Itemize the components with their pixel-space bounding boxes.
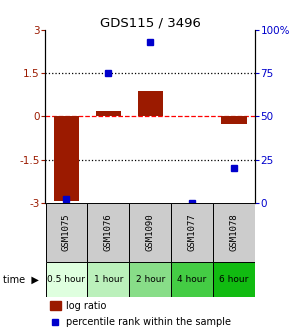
Bar xyxy=(171,262,213,297)
Text: 1 hour: 1 hour xyxy=(93,275,123,284)
Text: 6 hour: 6 hour xyxy=(219,275,249,284)
Bar xyxy=(45,262,87,297)
Bar xyxy=(54,117,79,201)
Bar xyxy=(45,203,87,262)
Bar xyxy=(138,91,163,117)
Bar xyxy=(129,262,171,297)
Text: 0.5 hour: 0.5 hour xyxy=(47,275,85,284)
Text: GSM1075: GSM1075 xyxy=(62,213,71,251)
Bar xyxy=(171,203,213,262)
Text: 4 hour: 4 hour xyxy=(178,275,207,284)
Bar xyxy=(87,203,129,262)
Bar xyxy=(213,203,255,262)
Text: log ratio: log ratio xyxy=(66,300,107,310)
Bar xyxy=(222,117,246,124)
Bar xyxy=(96,111,121,117)
Bar xyxy=(129,203,171,262)
Text: GSM1078: GSM1078 xyxy=(229,213,239,251)
Text: GSM1090: GSM1090 xyxy=(146,213,155,251)
Text: GSM1077: GSM1077 xyxy=(188,213,197,251)
Bar xyxy=(213,262,255,297)
Bar xyxy=(87,262,129,297)
Title: GDS115 / 3496: GDS115 / 3496 xyxy=(100,16,201,29)
Text: time  ▶: time ▶ xyxy=(3,275,39,285)
Text: 2 hour: 2 hour xyxy=(136,275,165,284)
Text: percentile rank within the sample: percentile rank within the sample xyxy=(66,317,231,327)
Bar xyxy=(50,301,61,310)
Text: GSM1076: GSM1076 xyxy=(104,213,113,251)
